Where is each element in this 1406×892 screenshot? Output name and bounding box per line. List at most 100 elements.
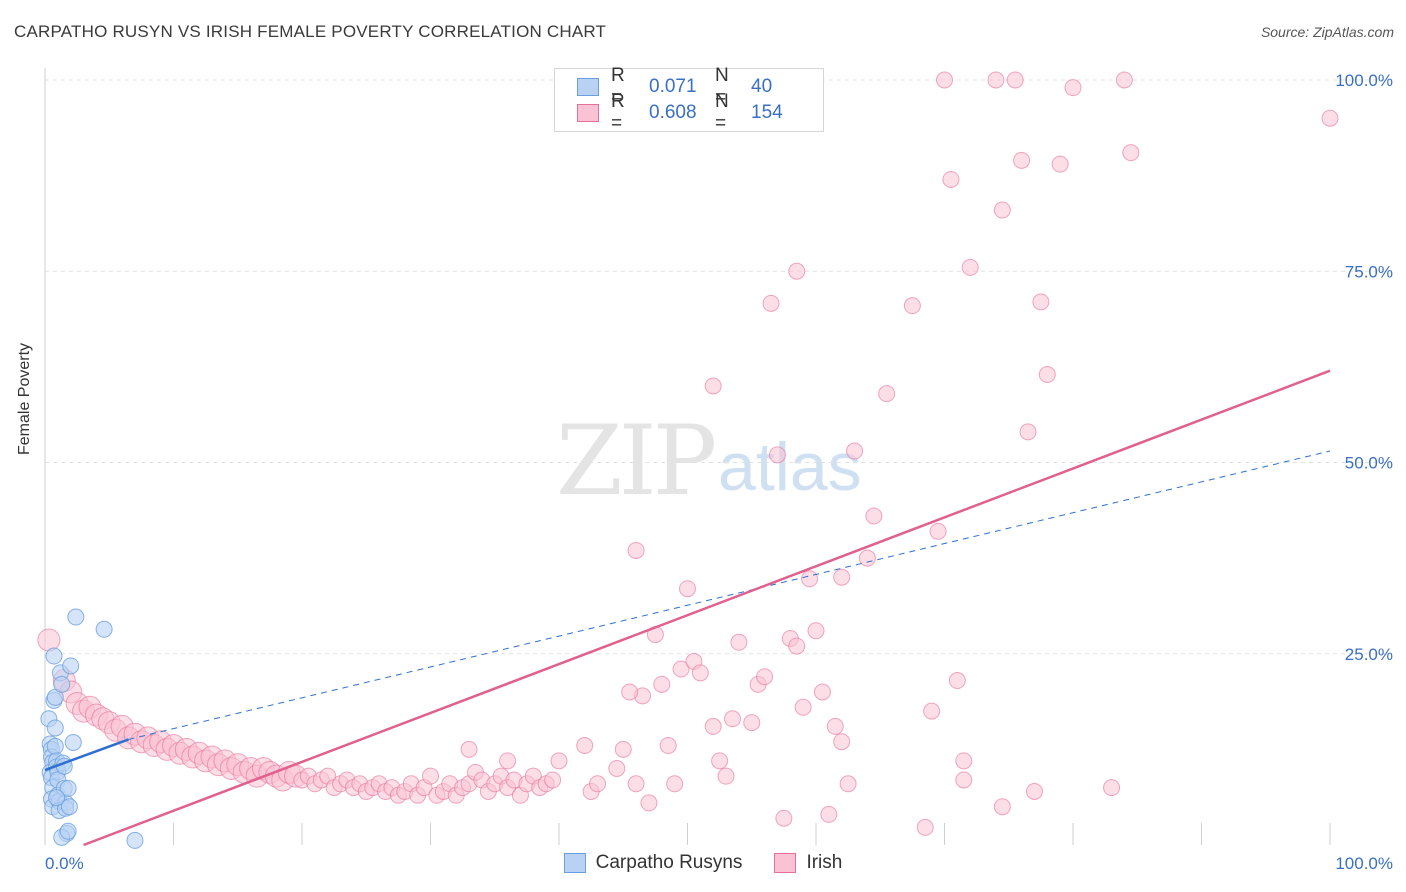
carpatho-rusyns-point xyxy=(48,789,66,807)
irish-point xyxy=(813,683,831,701)
irish-point xyxy=(666,775,684,793)
legend-label: Carpatho Rusyns xyxy=(595,852,743,873)
legend-item-irish[interactable]: Irish xyxy=(774,852,842,874)
irish-point xyxy=(955,752,973,770)
legend-item-carpatho-rusyns[interactable]: Carpatho Rusyns xyxy=(563,852,743,874)
legend-r-value: 0.608 xyxy=(649,102,697,123)
irish-point xyxy=(1025,782,1043,800)
irish-point xyxy=(768,446,786,464)
irish-point xyxy=(679,580,696,598)
irish-point xyxy=(1019,423,1037,441)
irish-point xyxy=(576,737,594,755)
carpatho-rusyns-point xyxy=(46,719,64,737)
carpatho-rusyns-point xyxy=(64,733,82,751)
irish-point xyxy=(839,775,857,793)
irish-point xyxy=(923,702,941,720)
irish-point xyxy=(993,798,1011,816)
y-tick-label: 50.0% xyxy=(1345,454,1393,473)
carpatho-rusyns-trend-extension xyxy=(128,450,1331,740)
irish-point xyxy=(460,740,478,758)
irish-point xyxy=(955,771,973,789)
watermark-atlas: atlas xyxy=(718,429,862,505)
irish-point xyxy=(762,294,780,312)
irish-point xyxy=(659,737,677,755)
carpatho-rusyns-point xyxy=(126,831,144,849)
irish-point xyxy=(833,733,851,751)
irish-point xyxy=(794,698,812,716)
irish-point xyxy=(1122,144,1140,162)
irish-point xyxy=(942,170,960,188)
legend-row-irish: R = 0.608 N = 154 xyxy=(577,91,783,134)
irish-point xyxy=(717,767,735,785)
carpatho-rusyns-point xyxy=(46,737,64,755)
irish-point xyxy=(903,297,921,315)
irish-point xyxy=(37,628,61,652)
irish-point xyxy=(691,664,709,682)
legend-n-label: N = xyxy=(715,91,729,134)
irish-point xyxy=(865,507,883,525)
legend-n-value: 40 xyxy=(751,76,773,97)
y-tick-label: 75.0% xyxy=(1345,262,1393,281)
irish-point xyxy=(422,767,439,785)
legend-swatch-pink xyxy=(577,104,599,122)
y-tick-label: 100.0% xyxy=(1335,71,1393,90)
irish-point xyxy=(1032,293,1050,311)
irish-point xyxy=(807,622,825,640)
chart-title: CARPATHO RUSYN VS IRISH FEMALE POVERTY C… xyxy=(14,22,607,41)
irish-point xyxy=(858,549,876,567)
carpatho-rusyns-point xyxy=(67,608,85,626)
watermark-zip: ZIP xyxy=(556,405,717,517)
irish-point xyxy=(1115,71,1133,89)
irish-point xyxy=(608,760,626,777)
irish-point xyxy=(929,522,947,540)
legend-swatch-blue xyxy=(563,853,586,873)
irish-point xyxy=(826,717,844,735)
irish-point xyxy=(550,752,568,770)
carpatho-rusyns-point xyxy=(59,779,77,797)
irish-point xyxy=(621,683,639,701)
source-label: Source: ZipAtlas.com xyxy=(1260,24,1394,40)
irish-point xyxy=(1103,779,1121,797)
irish-trend-line xyxy=(83,369,1331,847)
irish-point xyxy=(788,262,806,280)
irish-point xyxy=(672,660,690,678)
irish-point xyxy=(756,668,774,686)
legend-row-carpatho: R = 0.071 N = 40 xyxy=(577,65,773,108)
irish-point xyxy=(1038,366,1056,384)
carpatho-rusyns-point xyxy=(45,647,63,665)
legend-label: Irish xyxy=(806,852,843,873)
irish-point xyxy=(723,710,741,728)
irish-point xyxy=(711,752,729,770)
irish-point xyxy=(775,809,793,827)
irish-point xyxy=(499,752,517,770)
irish-point xyxy=(820,805,838,823)
carpatho-rusyns-trend-line xyxy=(44,738,129,772)
legend-n-label: N = xyxy=(715,65,729,108)
irish-point xyxy=(961,258,979,276)
irish-point xyxy=(640,794,658,812)
irish-point xyxy=(987,71,1005,89)
irish-point xyxy=(730,633,748,651)
irish-point xyxy=(544,771,562,789)
irish-point xyxy=(1064,79,1082,97)
x-tick-label: 0.0% xyxy=(45,854,84,873)
carpatho-rusyns-point xyxy=(95,620,113,638)
x-tick-label: 100.0% xyxy=(1335,854,1393,873)
legend-r-label: R = xyxy=(611,65,625,108)
irish-point xyxy=(993,201,1011,219)
irish-point xyxy=(801,570,819,588)
carpatho-rusyns-point xyxy=(53,675,71,693)
legend-n-value: 154 xyxy=(751,102,783,123)
irish-point xyxy=(627,541,645,559)
irish-point xyxy=(627,775,645,793)
irish-point xyxy=(846,442,864,460)
irish-point xyxy=(1006,71,1024,89)
carpatho-rusyns-point xyxy=(60,798,78,816)
irish-point xyxy=(833,568,851,586)
carpatho-rusyns-point xyxy=(62,657,80,675)
irish-point xyxy=(1013,151,1031,169)
irish-point xyxy=(704,377,722,395)
series-legend: Carpatho Rusyns Irish xyxy=(0,852,1406,874)
irish-point xyxy=(878,385,896,403)
